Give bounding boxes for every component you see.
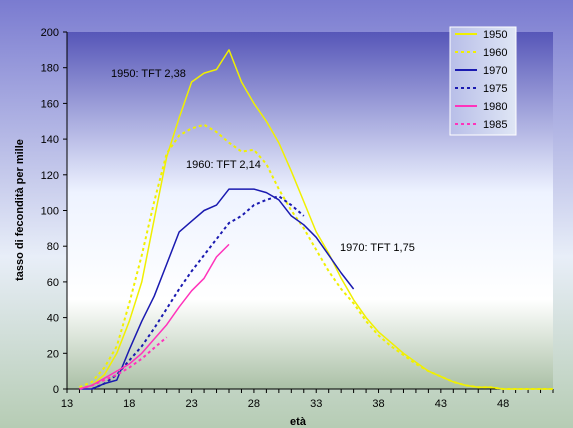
x-tick-label: 13 [61,398,73,410]
series-line-1970 [79,188,355,390]
x-tick-label: 43 [435,398,447,410]
x-axis-title: età [290,416,307,428]
legend-label-1950: 1950 [483,29,507,41]
annotation-1960: 1960: TFT 2,14 [186,159,261,171]
x-tick-label: 48 [497,398,509,410]
legend-label-1975: 1975 [483,83,507,95]
y-tick-label: 140 [41,134,59,146]
y-tick-label: 0 [53,384,59,396]
y-tick-label: 100 [41,206,59,218]
legend-label-1980: 1980 [483,101,507,113]
y-axis-title: tasso di fecondità per mille [14,139,26,281]
annotation-1950: 1950: TFT 2,38 [111,68,186,80]
x-tick-label: 28 [248,398,260,410]
series-line-1975 [91,195,305,390]
x-tick-label: 18 [123,398,135,410]
y-tick-label: 200 [41,27,59,39]
legend-box [449,26,517,136]
legend-label-1960: 1960 [483,47,507,59]
series-lines [79,49,553,390]
legend: 1950 1960 1970 1975 1980 1985 [449,26,517,136]
y-tick-label: 160 [41,98,59,110]
axes: 0 20 40 60 80 100 120 140 160 180 200 13 18 23 28 33 38 4… [41,27,554,410]
x-tick-label: 38 [372,398,384,410]
series-line-1960 [79,123,553,390]
y-tick-label: 60 [47,277,59,289]
legend-label-1985: 1985 [483,119,507,131]
y-tick-label: 120 [41,170,59,182]
y-tick-label: 40 [47,313,59,325]
x-tick-label: 23 [185,398,197,410]
y-tick-label: 80 [47,241,59,253]
y-tick-label: 180 [41,63,59,75]
series-line-1980 [79,243,230,390]
annotation-1970: 1970: TFT 1,75 [340,242,415,254]
legend-label-1970: 1970 [483,65,507,77]
x-tick-label: 33 [310,398,322,410]
y-tick-label: 20 [47,348,59,360]
